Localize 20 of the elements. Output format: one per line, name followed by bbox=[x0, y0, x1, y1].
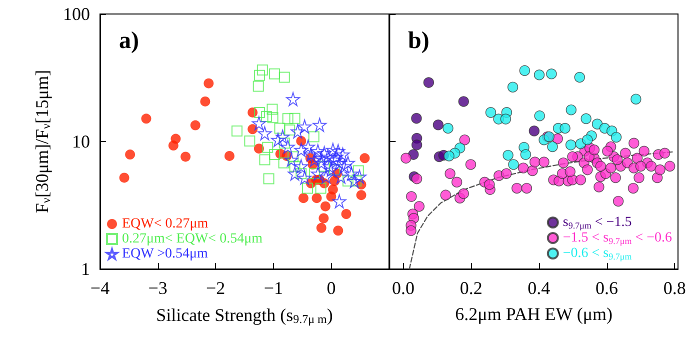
x-tick-label: 0 bbox=[326, 278, 336, 298]
x-tick-label: 0.4 bbox=[528, 278, 550, 298]
x-tick-label: −1 bbox=[264, 278, 283, 298]
x-tick-label: −3 bbox=[148, 278, 168, 298]
y-tick-label: 10 bbox=[72, 132, 90, 152]
x-axis-title: 6.2μm PAH EW (μm) bbox=[455, 304, 612, 324]
legend-label: 0.27μm< EQW< 0.54μm bbox=[122, 232, 263, 246]
y-axis-title: Fν[30μm]/Fν[15μm] bbox=[32, 70, 53, 214]
x-tick-label: −2 bbox=[206, 278, 226, 298]
x-tick-label: 0.2 bbox=[460, 278, 482, 298]
text: b) bbox=[408, 28, 430, 54]
legend-label: EQW< 0.27μm bbox=[122, 216, 208, 232]
x-tick-label: 0.8 bbox=[663, 278, 686, 298]
y-tick-label: 1 bbox=[81, 259, 90, 279]
legend-label: EQW >0.54μm bbox=[122, 246, 208, 262]
text: a) bbox=[119, 28, 139, 54]
x-tick-label: 0.6 bbox=[596, 278, 618, 298]
x-tick-label: −4 bbox=[90, 278, 110, 298]
y-tick-label: 100 bbox=[63, 4, 90, 24]
x-tick-label: 0.0 bbox=[392, 278, 414, 298]
